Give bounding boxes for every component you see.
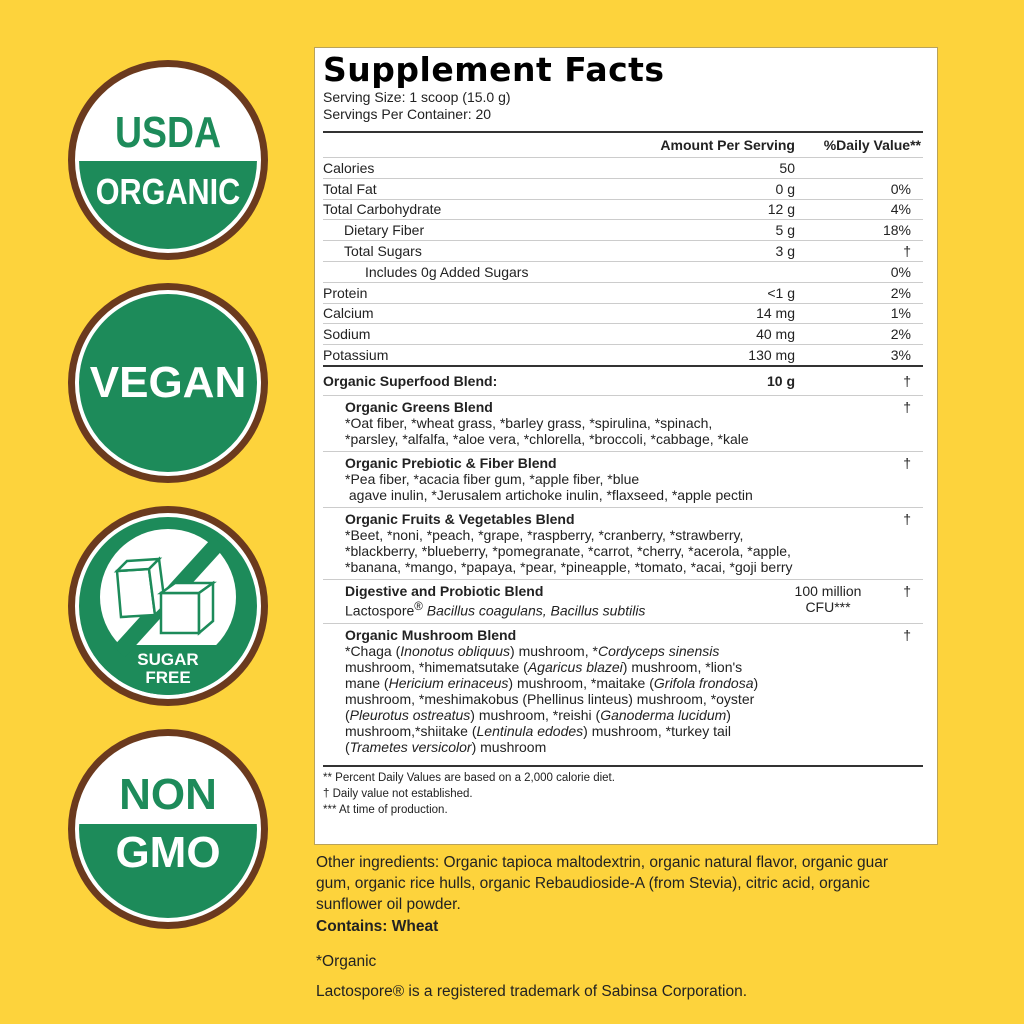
servings-per-container: Servings Per Container: 20 xyxy=(323,106,492,122)
nutrient-row: Calories 50 xyxy=(323,157,923,178)
nutrient-row: Total Carbohydrate 12 g 4% xyxy=(323,198,923,220)
nutrient-row: Sodium 40 mg 2% xyxy=(323,323,923,344)
blend-ingredients: *Beet, *noni, *peach, *grape, *raspberry… xyxy=(345,526,793,575)
other-ingredients: Other ingredients: Organic tapioca malto… xyxy=(316,854,889,913)
row-dv: 4% xyxy=(890,201,911,218)
blend-row: Organic Mushroom Blend *Chaga (Inonotus o… xyxy=(323,622,923,759)
blend-dv: † xyxy=(903,510,911,527)
vegan-badge: VEGAN xyxy=(68,283,268,483)
row-dv: 18% xyxy=(882,222,911,239)
row-amount: <1 g xyxy=(767,284,795,301)
blend-dv: † xyxy=(903,398,911,415)
blend-name: Organic Prebiotic & Fiber Blend xyxy=(345,454,557,471)
supplement-facts-panel: Supplement Facts Serving Size: 1 scoop (… xyxy=(314,47,938,845)
badge-label: ORGANIC xyxy=(95,171,241,212)
footnote: *** At time of production. xyxy=(323,803,448,816)
row-label: Total Carbohydrate xyxy=(323,201,442,218)
sugar-free-badge: SUGAR FREE xyxy=(68,506,268,706)
facts-title: Supplement Facts xyxy=(323,50,665,89)
blend-name: Organic Fruits & Vegetables Blend xyxy=(345,510,575,527)
footnotes: ** Percent Daily Values are based on a 2… xyxy=(323,764,923,818)
footnote: ** Percent Daily Values are based on a 2… xyxy=(323,771,615,784)
row-amount: 12 g xyxy=(767,201,795,218)
blend-list: Organic Greens Blend *Oat fiber, *wheat g… xyxy=(323,394,923,759)
row-amount: 40 mg xyxy=(756,326,795,343)
blend-row: Digestive and Probiotic Blend Lactospore®… xyxy=(323,578,923,623)
badge-label: SUGAR xyxy=(137,650,199,669)
non-gmo-badge: NON GMO xyxy=(68,729,268,929)
row-amount: 3 g xyxy=(775,243,795,260)
nutrient-row: Calcium 14 mg 1% xyxy=(323,302,923,324)
row-label: Includes 0g Added Sugars xyxy=(365,263,529,280)
blend-ingredients: *Pea fiber, *acacia fiber gum, *apple fi… xyxy=(345,470,753,503)
blend-ingredients: Lactospore® Bacillus coagulans, Bacillus… xyxy=(345,599,646,619)
blend-row: Organic Greens Blend *Oat fiber, *wheat g… xyxy=(323,394,923,451)
blend-name: Organic Greens Blend xyxy=(345,398,493,415)
row-dv: 2% xyxy=(890,326,911,343)
badge-text: GMO xyxy=(79,824,257,918)
table-header: Amount Per Serving %Daily Value** xyxy=(323,131,923,157)
row-label: Dietary Fiber xyxy=(344,222,425,239)
nutrient-row: Total Sugars 3 g † xyxy=(323,240,923,261)
dv-header: %Daily Value** xyxy=(823,137,921,153)
row-dv: † xyxy=(903,372,911,389)
amount-header: Amount Per Serving xyxy=(660,137,795,153)
row-dv: † xyxy=(903,243,911,260)
row-dv: 3% xyxy=(890,347,911,364)
row-amount: 0 g xyxy=(775,180,795,197)
row-label: Organic Superfood Blend: xyxy=(323,372,498,389)
badge-text: ORGANIC xyxy=(79,161,257,249)
row-amount: 14 mg xyxy=(756,305,795,322)
serving-size: Serving Size: 1 scoop (15.0 g) xyxy=(323,89,511,105)
row-label: Calcium xyxy=(323,305,374,322)
footnote: † Daily value not established. xyxy=(323,787,473,800)
blend-dv: † xyxy=(903,582,911,599)
row-label: Sodium xyxy=(323,326,371,343)
badge-label: FREE xyxy=(145,668,191,687)
trademark-note: Lactospore® is a registered trademark of… xyxy=(316,983,748,1000)
blend-name: Digestive and Probiotic Blend xyxy=(345,582,544,599)
row-label: Protein xyxy=(323,284,368,301)
blend-dv: † xyxy=(903,626,911,643)
row-amount: 130 mg xyxy=(748,347,795,364)
superfood-blend-row: Organic Superfood Blend: 10 g † xyxy=(323,364,923,395)
blend-name: Organic Mushroom Blend xyxy=(345,626,517,643)
row-amount: 50 xyxy=(779,159,795,176)
row-dv: 0% xyxy=(890,263,911,280)
nutrient-row: Potassium 130 mg 3% xyxy=(323,344,923,365)
blend-ingredients: *Chaga (Inonotus obliquus) mushroom, *Co… xyxy=(345,642,759,755)
blend-amount: 100 million CFU*** xyxy=(794,582,862,615)
badge-text: NON xyxy=(119,770,217,819)
organic-note: *Organic xyxy=(316,953,377,970)
row-dv: 0% xyxy=(890,180,911,197)
row-dv: 1% xyxy=(890,305,911,322)
nutrient-row: Total Fat 0 g 0% xyxy=(323,177,923,199)
blend-ingredients: *Oat fiber, *wheat grass, *barley grass,… xyxy=(345,414,749,447)
nutrient-row: Dietary Fiber 5 g 18% xyxy=(323,219,923,240)
row-dv: 2% xyxy=(890,284,911,301)
blend-row: Organic Prebiotic & Fiber Blend *Pea fibe… xyxy=(323,450,923,507)
sugar-cubes-crossed-icon xyxy=(79,529,257,695)
row-label: Total Fat xyxy=(323,180,377,197)
nutrient-row: Protein <1 g 2% xyxy=(323,281,923,303)
usda-organic-badge: USDA ORGANIC xyxy=(68,60,268,260)
badge-text: VEGAN xyxy=(89,358,247,407)
allergen-statement: Contains: Wheat xyxy=(316,918,439,935)
blend-dv: † xyxy=(903,454,911,471)
blend-row: Organic Fruits & Vegetables Blend *Beet, … xyxy=(323,506,923,579)
row-label: Potassium xyxy=(323,347,389,364)
row-label: Calories xyxy=(323,159,375,176)
row-label: Total Sugars xyxy=(344,243,422,260)
nutrient-list: Calories 50 Total Fat 0 g 0% Total Carbohydra… xyxy=(323,157,923,365)
row-amount: 5 g xyxy=(775,222,795,239)
nutrient-row: Includes 0g Added Sugars 0% xyxy=(323,260,923,282)
row-amount: 10 g xyxy=(766,372,795,389)
badge-text: SUGAR FREE xyxy=(79,651,257,687)
badge-text: USDA xyxy=(115,108,221,157)
